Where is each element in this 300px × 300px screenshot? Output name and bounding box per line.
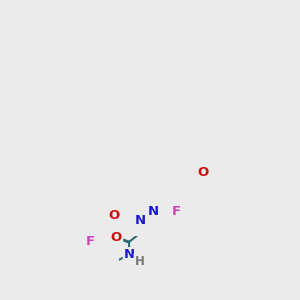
Text: H: H <box>135 254 146 268</box>
Text: O: O <box>197 166 208 179</box>
Text: O: O <box>109 209 120 222</box>
Text: H: H <box>135 254 145 268</box>
Text: F: F <box>172 205 181 218</box>
Text: N: N <box>124 248 135 261</box>
Text: N: N <box>135 214 146 226</box>
Text: N: N <box>148 205 159 218</box>
Text: F: F <box>86 235 95 248</box>
Text: O: O <box>111 231 122 244</box>
